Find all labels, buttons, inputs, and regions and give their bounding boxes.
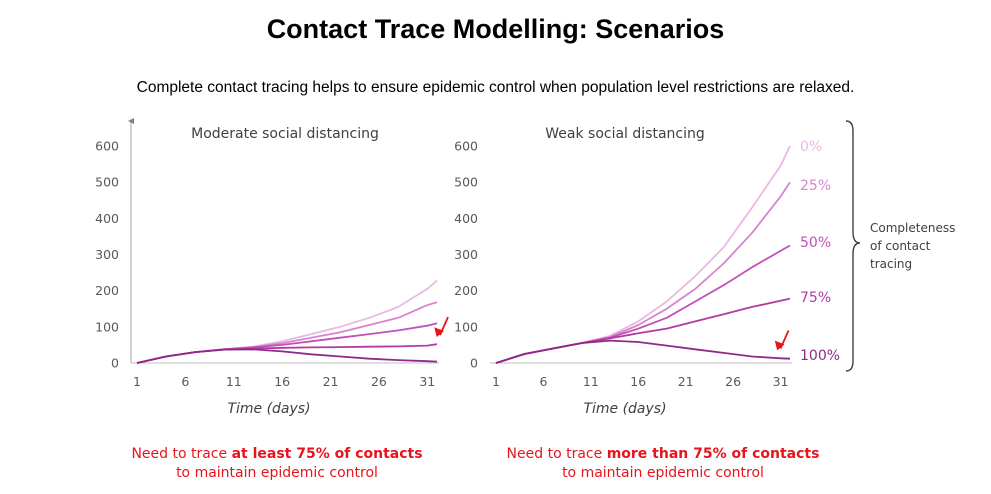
chart2-ytick-0: 0 <box>470 356 478 371</box>
chart2-xtick-6: 6 <box>539 374 547 389</box>
chart1-ytick-100: 100 <box>95 319 119 334</box>
chart2-xtick-26: 26 <box>725 374 741 389</box>
chart2-xtick-16: 16 <box>630 374 646 389</box>
chart1-xtick-6: 6 <box>181 374 189 389</box>
chart2-ytick-400: 400 <box>454 211 478 226</box>
chart1-ytick-500: 500 <box>95 175 119 190</box>
chart2-ytick-600: 600 <box>454 139 478 154</box>
chart2-series-0pct <box>495 145 791 364</box>
chart2-series-label-50pct: 50% <box>800 235 831 251</box>
chart2-series-label-0pct: 0% <box>800 139 822 155</box>
bracket-label-line-1: Completeness <box>870 221 955 235</box>
chart1-annotation-arrow-head <box>434 327 444 338</box>
chart2-series-75pct <box>495 297 791 364</box>
chart2-xlabel: Time (days) <box>583 401 666 417</box>
charts-canvas: Moderate social distancing 0 100 200 300 400 5… <box>95 118 955 417</box>
chart1-xtick-21: 21 <box>323 374 339 389</box>
page-subtitle: Complete contact tracing helps to ensure… <box>136 79 855 96</box>
chart1-xtick-26: 26 <box>371 374 387 389</box>
legend: Completeness of contact tracing <box>845 120 955 372</box>
chart2-series-100pct <box>495 339 791 364</box>
chart-weak-social-distancing: Weak social distancing010020030040050060… <box>454 126 840 417</box>
chart1-series-100pct <box>136 348 438 364</box>
chart2-annotation-arrow-head <box>774 340 785 351</box>
page-title: Contact Trace Modelling: Scenarios <box>266 14 725 44</box>
chart1-xtick-11: 11 <box>226 374 242 389</box>
chart2-ytick-200: 200 <box>454 283 478 298</box>
chart1-series-0pct <box>136 279 438 364</box>
chart1-ytick-600: 600 <box>95 139 119 154</box>
chart2-annotation-arrow <box>774 330 790 351</box>
note-weak-bold: more than 75% of contacts <box>606 446 820 462</box>
note-moderate: Need to trace at least 75% of contacts t… <box>97 445 457 483</box>
chart1-annotation-arrow <box>434 316 449 338</box>
chart1-xtick-1: 1 <box>133 374 141 389</box>
chart2-ytick-500: 500 <box>454 175 478 190</box>
chart1-xtick-16: 16 <box>274 374 290 389</box>
bracket-label-line-3: tracing <box>870 257 912 271</box>
chart2-series-label-25pct: 25% <box>800 178 831 194</box>
bracket-label-line-2: of contact <box>870 239 931 253</box>
chart2-ytick-300: 300 <box>454 247 478 262</box>
chart2-series-label-75pct: 75% <box>800 290 831 306</box>
chart2-xtick-1: 1 <box>492 374 500 389</box>
note-moderate-line2: to maintain epidemic control <box>176 465 378 481</box>
chart1-ytick-200: 200 <box>95 283 119 298</box>
chart2-series-label-100pct: 100% <box>800 348 840 364</box>
note-weak: Need to trace more than 75% of contacts … <box>483 445 843 483</box>
completeness-bracket <box>845 120 861 372</box>
note-moderate-bold: at least 75% of contacts <box>231 446 423 462</box>
chart2-title: Weak social distancing <box>545 126 705 142</box>
chart-moderate-social-distancing: Moderate social distancing 0 100 200 300 400 5… <box>95 118 449 417</box>
chart2-xtick-31: 31 <box>773 374 789 389</box>
chart2-series-50pct <box>495 244 791 364</box>
chart2-ytick-100: 100 <box>454 319 478 334</box>
chart1-ytick-0: 0 <box>111 356 119 371</box>
chart1-ytick-300: 300 <box>95 247 119 262</box>
note-weak-line2: to maintain epidemic control <box>562 465 764 481</box>
chart2-xtick-21: 21 <box>678 374 694 389</box>
chart1-ytick-400: 400 <box>95 211 119 226</box>
chart2-xtick-11: 11 <box>583 374 599 389</box>
note-moderate-pre: Need to trace <box>131 446 232 462</box>
chart1-xtick-31: 31 <box>419 374 435 389</box>
note-weak-pre: Need to trace <box>506 446 607 462</box>
chart2-series-25pct <box>495 181 791 364</box>
chart1-xlabel: Time (days) <box>227 401 310 417</box>
chart1-title: Moderate social distancing <box>191 126 379 142</box>
